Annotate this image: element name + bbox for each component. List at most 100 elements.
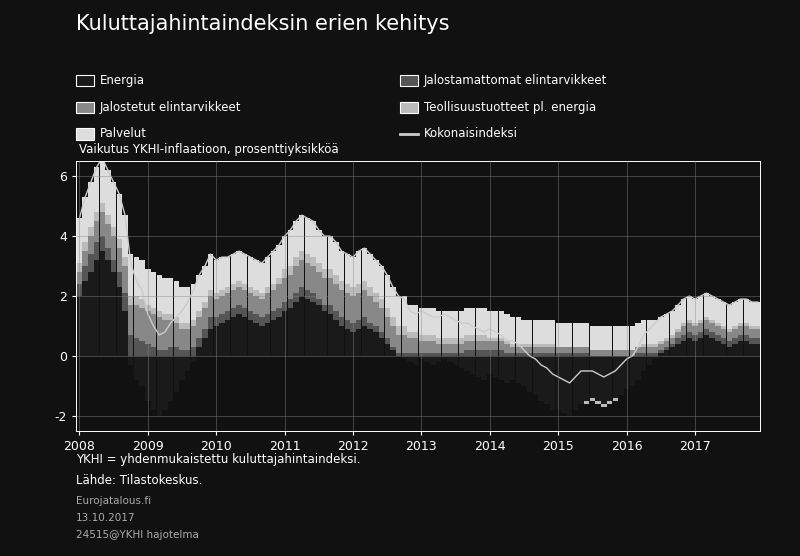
Bar [738,335,743,341]
Bar [288,230,293,266]
Bar [88,182,94,227]
Bar [385,338,390,344]
Bar [430,341,435,353]
Bar [117,287,122,356]
Bar [624,356,630,389]
Bar [442,353,447,356]
Bar [396,335,402,353]
Bar [179,287,185,323]
Bar [476,356,481,377]
Bar [282,311,287,356]
Bar [157,311,162,317]
Bar [516,317,521,344]
Bar [339,251,344,281]
Bar [641,344,646,347]
Bar [447,338,453,344]
Bar [686,323,692,332]
Bar [122,293,128,311]
Bar [407,353,413,356]
Bar [522,347,526,353]
Bar [750,344,754,356]
Bar [476,341,481,350]
Bar [134,305,139,338]
Bar [710,332,715,338]
Bar [704,320,709,329]
Bar [294,257,298,266]
Bar [670,344,675,347]
Bar [190,284,196,320]
Bar [111,227,116,236]
Bar [248,293,253,311]
Bar [562,356,566,413]
Bar [162,350,168,356]
Bar [738,341,743,356]
Bar [425,353,430,356]
Bar [732,329,738,338]
Bar [356,284,362,293]
Bar [538,356,544,401]
Bar [670,311,675,335]
Bar [436,344,442,353]
Bar [82,281,88,356]
Bar [350,323,356,332]
Bar [675,305,681,329]
Bar [334,275,338,284]
Bar [197,347,202,356]
Bar [692,299,698,323]
Bar [550,320,555,344]
Bar [544,347,550,353]
Bar [425,341,430,353]
Bar [225,287,230,293]
Bar [145,311,150,344]
Bar [276,284,282,308]
Bar [624,326,630,350]
Bar [732,344,738,356]
Bar [527,353,533,356]
Bar [390,350,396,356]
Bar [418,356,424,359]
Bar [259,299,265,317]
Bar [487,356,493,374]
Bar [653,347,658,353]
Bar [151,347,156,356]
Bar [82,266,88,281]
Bar [379,332,384,338]
Bar [584,401,590,404]
Bar [418,335,424,341]
Bar [190,320,196,326]
Bar [282,278,287,302]
Bar [230,284,236,290]
Bar [544,356,550,404]
Bar [641,353,646,356]
Bar [373,332,378,356]
Bar [373,293,378,302]
Bar [276,245,282,278]
Bar [145,269,150,305]
Bar [715,341,721,356]
Bar [385,275,390,308]
Bar [458,356,464,368]
Bar [516,356,521,383]
Bar [487,350,493,356]
Bar [248,287,253,293]
Bar [208,290,214,296]
Bar [385,317,390,338]
Bar [219,296,225,314]
Bar [692,341,698,356]
Bar [162,320,168,350]
Bar [162,356,168,410]
Bar [510,347,515,353]
Bar [601,326,606,350]
Bar [139,356,145,386]
Bar [242,254,247,284]
Bar [418,353,424,356]
Bar [128,296,134,305]
Bar [373,326,378,332]
Bar [106,224,110,248]
Bar [476,335,481,341]
Bar [94,221,99,242]
Bar [254,260,259,290]
Bar [425,308,430,335]
Bar [726,347,732,356]
Bar [538,320,544,344]
